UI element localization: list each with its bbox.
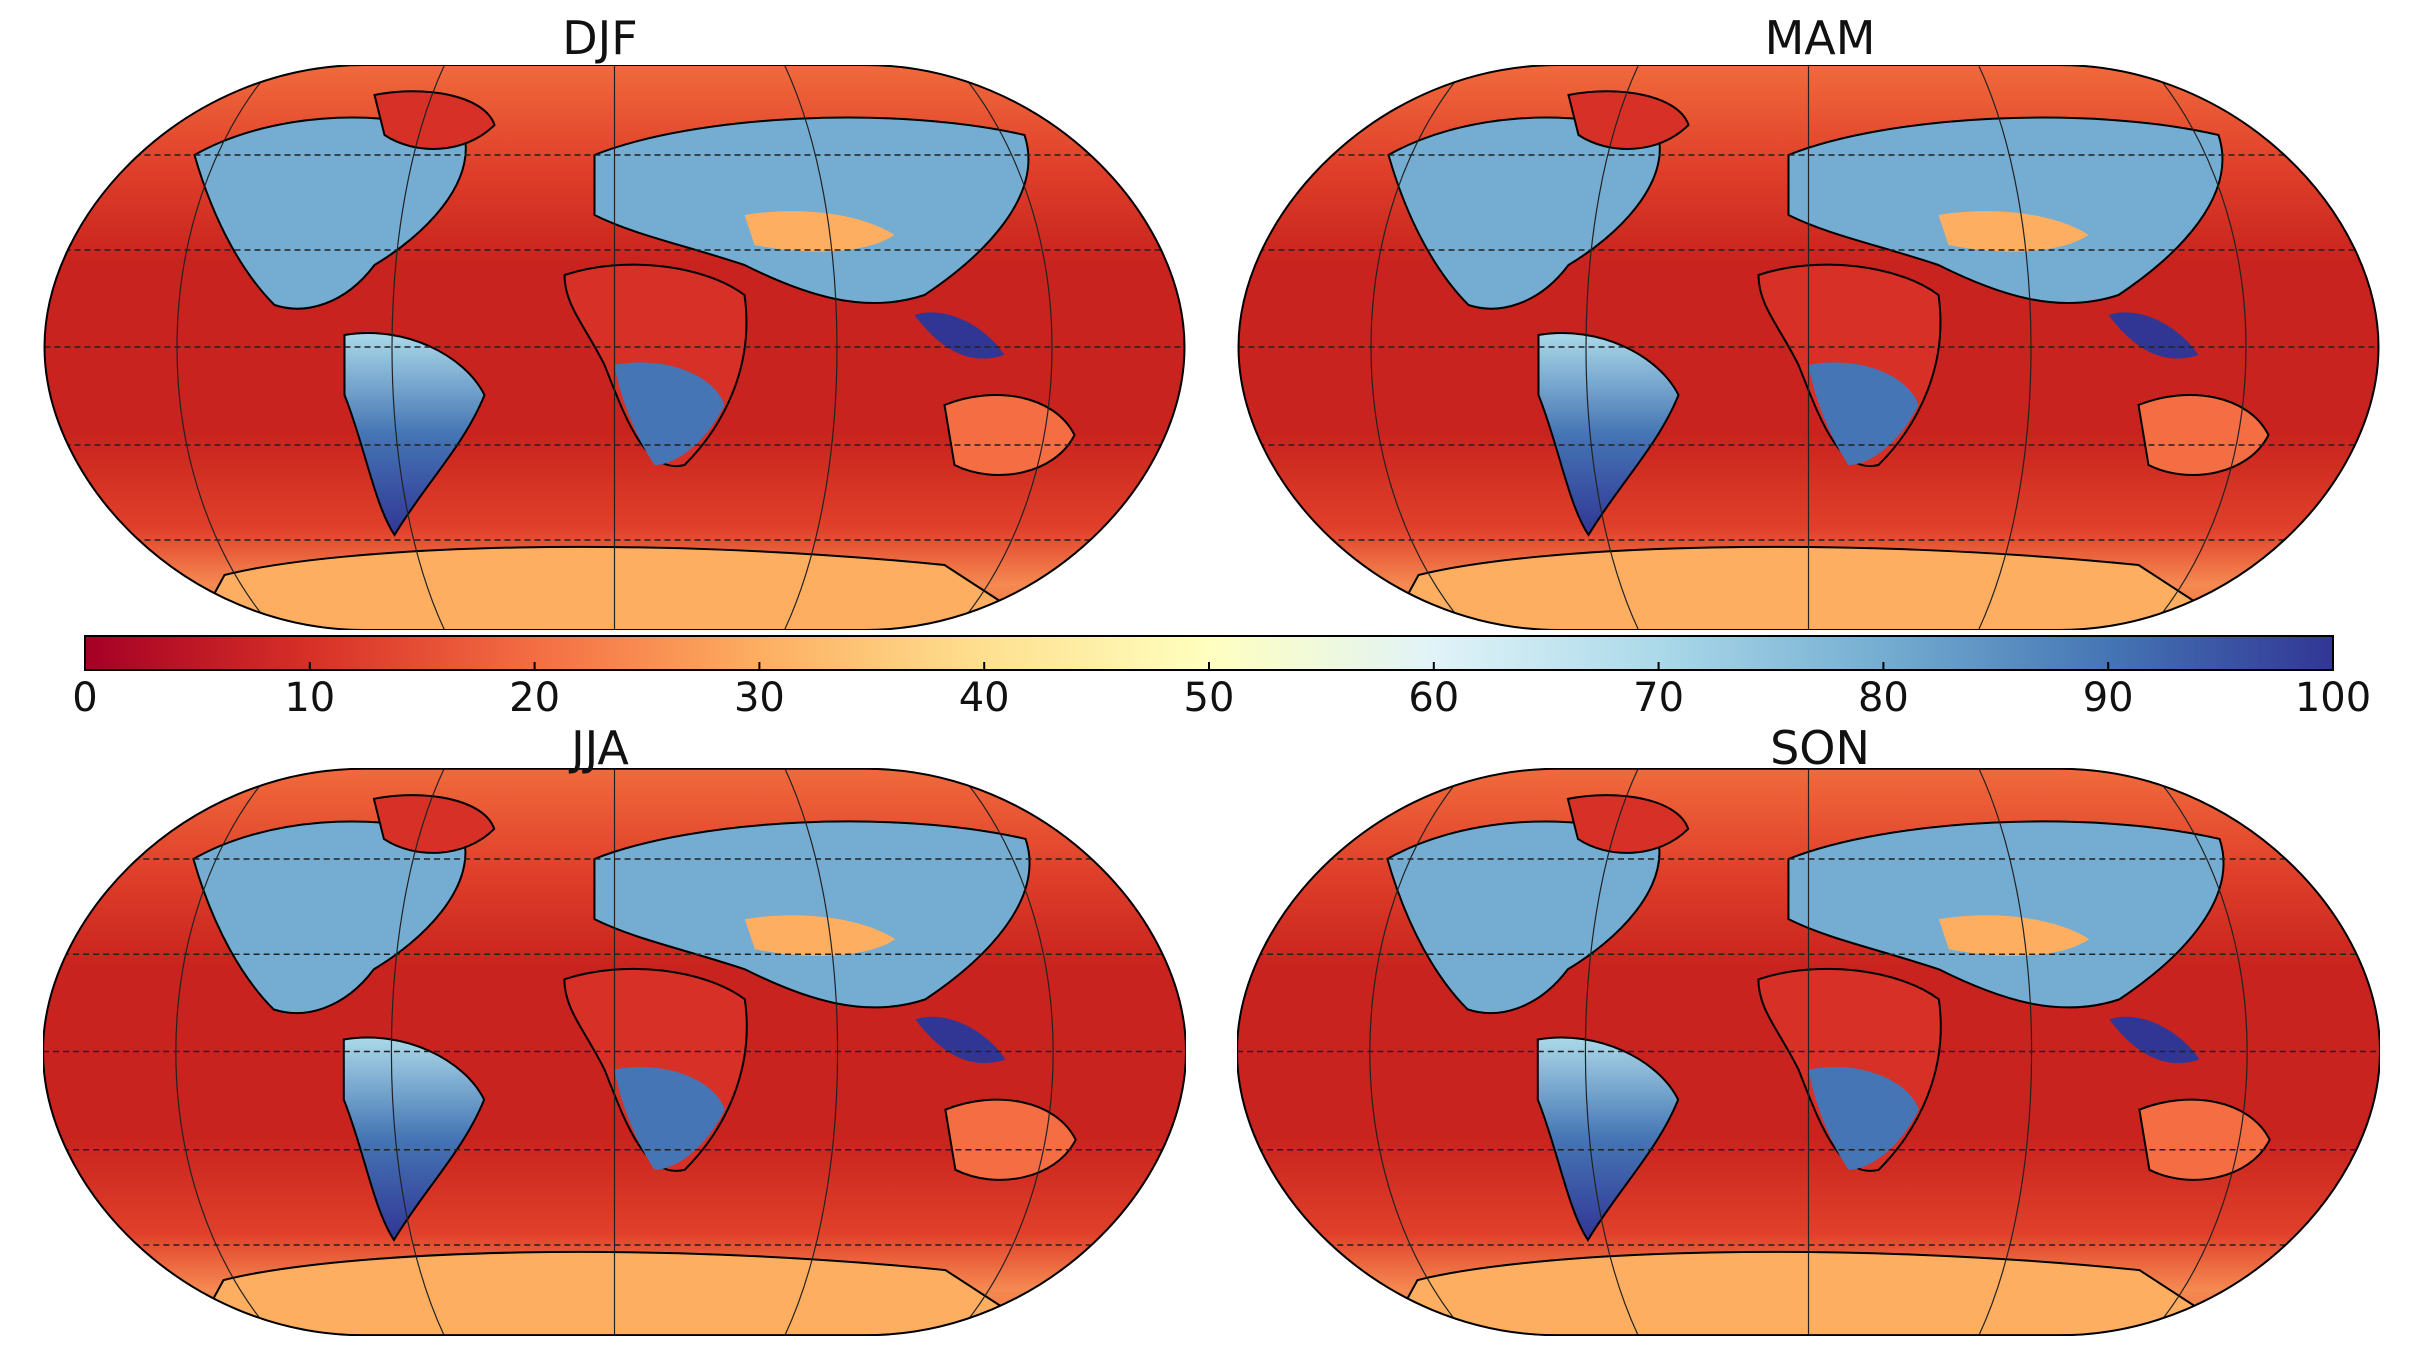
colorbar-tick-label: 50 bbox=[1184, 675, 1235, 721]
map-panel bbox=[1237, 769, 2380, 1335]
panel-title: DJF bbox=[562, 11, 637, 65]
colorbar-tick-label: 20 bbox=[509, 675, 560, 721]
colorbar-tick-label: 100 bbox=[2295, 675, 2371, 721]
colorbar-tick-label: 90 bbox=[2083, 675, 2134, 721]
colorbar-tick-label: 40 bbox=[959, 675, 1010, 721]
colorbar-tick-label: 60 bbox=[1408, 675, 1459, 721]
panel-title: MAM bbox=[1765, 11, 1876, 65]
panel-title: JJA bbox=[568, 721, 629, 775]
map-panel bbox=[43, 769, 1186, 1335]
colorbar-tick-label: 10 bbox=[284, 675, 335, 721]
colorbar-tick-label: 70 bbox=[1633, 675, 1684, 721]
colorbar-tick-label: 0 bbox=[72, 675, 97, 721]
map-panel bbox=[1239, 65, 2379, 630]
map-panel bbox=[45, 65, 1185, 630]
panel-title: SON bbox=[1770, 721, 1870, 775]
colorbar-tick-label: 30 bbox=[734, 675, 785, 721]
colorbar-tick-label: 80 bbox=[1858, 675, 1909, 721]
